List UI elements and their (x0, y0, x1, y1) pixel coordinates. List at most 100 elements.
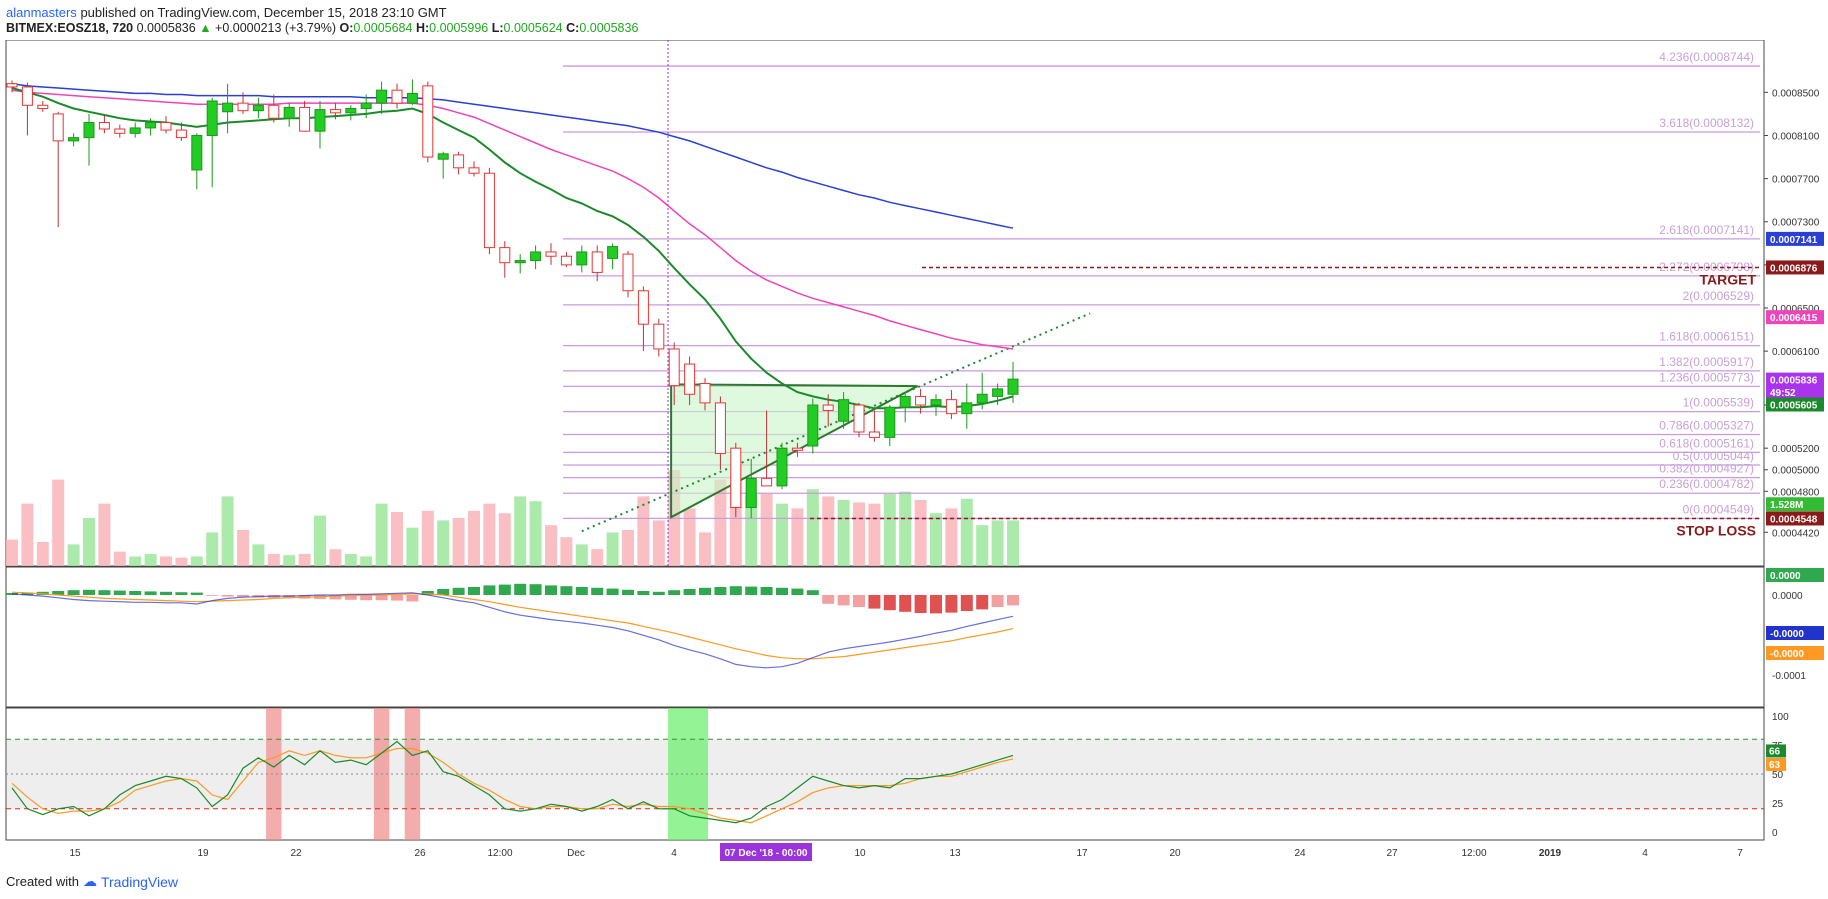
candle-body (468, 167, 480, 174)
date-highlight-label: 07 Dec '18 - 00:00 (725, 848, 808, 859)
macd-tick-label: 0.0000 (1772, 591, 1803, 602)
volume-bar (945, 508, 958, 566)
volume-bar (298, 554, 311, 566)
volume-bar (514, 496, 527, 566)
macd-histogram-bar (575, 587, 588, 595)
fib-level-label: 0.382(0.0004927) (1659, 462, 1754, 476)
last-price: 0.0005836 (136, 21, 196, 35)
change-up-icon: ▲ (199, 21, 212, 35)
fib-level-label: 3.618(0.0008132) (1659, 116, 1754, 130)
volume-bar (545, 525, 557, 566)
tradingview-brand[interactable]: TradingView (100, 873, 179, 890)
macd-histogram-bar (806, 590, 819, 595)
candle-body (945, 399, 957, 415)
candle-body (761, 477, 773, 487)
candle-body (283, 106, 295, 119)
candle-body (607, 246, 619, 259)
macd-histogram-bar (98, 590, 111, 595)
candle-body (530, 251, 542, 262)
candle-body (6, 83, 18, 88)
y-tick-label: 0.0004800 (1772, 487, 1820, 498)
fib-level-label: 2.618(0.0007141) (1659, 223, 1754, 237)
candle-body (714, 402, 726, 455)
rsi-tag-label: 66 (1769, 746, 1781, 757)
volume-bar (883, 494, 896, 566)
macd-histogram-bar (421, 591, 434, 595)
macd-histogram-bar (837, 595, 850, 606)
rsi-tick-label: 0 (1772, 828, 1778, 839)
macd-histogram-bar (745, 586, 758, 595)
macd-histogram-bar (945, 595, 958, 613)
volume-bar (252, 544, 265, 566)
candle-body (838, 399, 850, 422)
x-tick-label: 27 (1386, 848, 1398, 859)
volume-bar (622, 530, 634, 566)
volume-bar (806, 489, 819, 566)
macd-histogram-bar (899, 595, 912, 612)
fib-level-label: 1.618(0.0006151) (1659, 330, 1754, 344)
y-tick-label: 0.0005200 (1772, 444, 1820, 455)
price-tag-label: 49:52 (1770, 388, 1796, 399)
candle-body (653, 323, 665, 350)
price-tag (1766, 497, 1824, 512)
publish-line: alanmasters published on TradingView.com… (6, 5, 447, 20)
volume-bar (160, 556, 172, 566)
volume-bar (36, 542, 49, 566)
macd-histogram-bar (606, 588, 619, 595)
x-tick-label: 2019 (1539, 848, 1562, 859)
macd-histogram-bar (729, 586, 742, 595)
volume-bar (452, 518, 465, 566)
price-tag-label: 0.0004548 (1770, 514, 1818, 525)
volume-bar (283, 555, 296, 566)
price-tag (1766, 511, 1824, 526)
volume-bar (791, 508, 804, 566)
volume-bar (113, 551, 126, 566)
macd-tag (1766, 646, 1824, 660)
macd-histogram-bar (853, 595, 865, 607)
volume-bar (144, 554, 157, 566)
macd-histogram-bar (344, 595, 357, 600)
volume-bar (853, 502, 865, 566)
volume-bar (914, 500, 927, 566)
candle-body (545, 251, 557, 257)
volume-bar (714, 479, 727, 566)
x-tick-label: Dec (567, 848, 585, 859)
fib-level-label: 0(0.0004549) (1683, 502, 1754, 516)
candle-body (376, 89, 388, 104)
rsi-band (7, 739, 1763, 809)
macd-histogram-bar (883, 595, 896, 611)
created-with-text: Created with (6, 874, 79, 889)
candle-body (252, 104, 264, 112)
macd-tag-label: 0.0000 (1770, 571, 1801, 582)
candle-body (68, 137, 80, 142)
candle-body (514, 260, 526, 264)
volume-bar (899, 491, 912, 566)
y-tick-label: 0.0005000 (1772, 466, 1820, 477)
macd-histogram-bar (652, 591, 665, 595)
candle-body (992, 388, 1004, 397)
volume-bar (1007, 520, 1019, 566)
price-tag-label: 0.0005605 (1770, 401, 1818, 412)
candle-body (237, 102, 249, 112)
stoch-k-line (11, 740, 1014, 824)
candle-body (853, 404, 865, 433)
author-link[interactable]: alanmasters (6, 5, 77, 20)
rsi-tag (1766, 757, 1786, 771)
candle-body (145, 122, 157, 129)
candle-body (268, 104, 280, 119)
volume-bar (652, 520, 665, 566)
x-tick-label: 26 (414, 848, 426, 859)
volume-bar (991, 520, 1004, 566)
trading-chart[interactable]: 0.0008500 0.0008100 0.0007700 0.0007300 0.00… (0, 40, 1828, 870)
macd-histogram-bar (237, 595, 249, 597)
volume-bar (498, 513, 511, 566)
candle-body (114, 128, 126, 134)
volume-bar (221, 496, 234, 566)
macd-histogram-bar (560, 586, 573, 595)
tradingview-logo-icon[interactable]: ☁ (82, 873, 97, 889)
candle-body (822, 404, 834, 411)
macd-histogram-bar (144, 591, 157, 595)
price-tag (1766, 385, 1824, 400)
x-tick-label: 15 (69, 848, 81, 859)
volume-bar (314, 515, 326, 566)
